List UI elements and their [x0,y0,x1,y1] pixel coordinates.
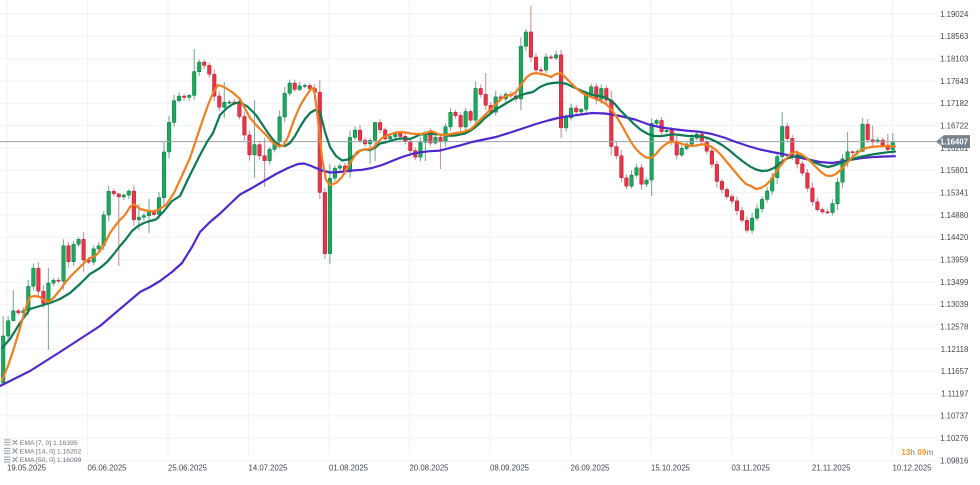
svg-text:1.13959: 1.13959 [940,255,968,264]
svg-text:EMA [7, 0] 1.16395: EMA [7, 0] 1.16395 [20,440,78,447]
svg-text:1.13499: 1.13499 [940,278,968,287]
svg-text:26.09.2025: 26.09.2025 [571,463,611,472]
svg-text:20.08.2025: 20.08.2025 [410,463,450,472]
svg-text:1.09816: 1.09816 [940,456,968,465]
svg-text:1.17182: 1.17182 [940,99,968,108]
svg-text:1.15801: 1.15801 [940,166,968,175]
svg-text:13h 09m: 13h 09m [901,448,933,457]
svg-text:1.14420: 1.14420 [940,233,969,242]
svg-text:03.11.2025: 03.11.2025 [732,463,771,472]
svg-text:1.14880: 1.14880 [940,211,969,220]
svg-text:1.13039: 1.13039 [940,300,968,309]
svg-text:1.11197: 1.11197 [941,389,968,398]
svg-text:1.12118: 1.12118 [941,345,969,354]
svg-text:08.09.2025: 08.09.2025 [490,463,530,472]
svg-text:06.06.2025: 06.06.2025 [88,463,128,472]
svg-text:1.18103: 1.18103 [940,55,968,64]
svg-text:1.10276: 1.10276 [940,434,968,443]
svg-text:1.16261: 1.16261 [940,144,968,153]
svg-text:14.07.2025: 14.07.2025 [249,463,289,472]
svg-text:21.11.2025: 21.11.2025 [812,463,851,472]
svg-text:1.16407: 1.16407 [940,137,968,146]
svg-text:1.11657: 1.11657 [941,367,969,376]
svg-text:1.10737: 1.10737 [940,412,968,421]
svg-text:EMA [50, 0] 1.16099: EMA [50, 0] 1.16099 [20,457,82,464]
svg-text:19.05.2025: 19.05.2025 [7,463,47,472]
svg-text:01.08.2025: 01.08.2025 [329,463,369,472]
svg-text:10.12.2025: 10.12.2025 [893,463,933,472]
svg-text:1.18563: 1.18563 [940,32,968,41]
svg-text:1.16722: 1.16722 [940,121,968,130]
svg-text:1.12578: 1.12578 [940,322,968,331]
svg-text:25.06.2025: 25.06.2025 [168,463,208,472]
svg-text:15.10.2025: 15.10.2025 [651,463,691,472]
svg-text:1.19024: 1.19024 [940,10,969,19]
svg-text:1.15341: 1.15341 [940,188,968,197]
svg-text:EMA [14, 0] 1.16202: EMA [14, 0] 1.16202 [20,449,82,456]
svg-text:1.17643: 1.17643 [940,77,968,86]
